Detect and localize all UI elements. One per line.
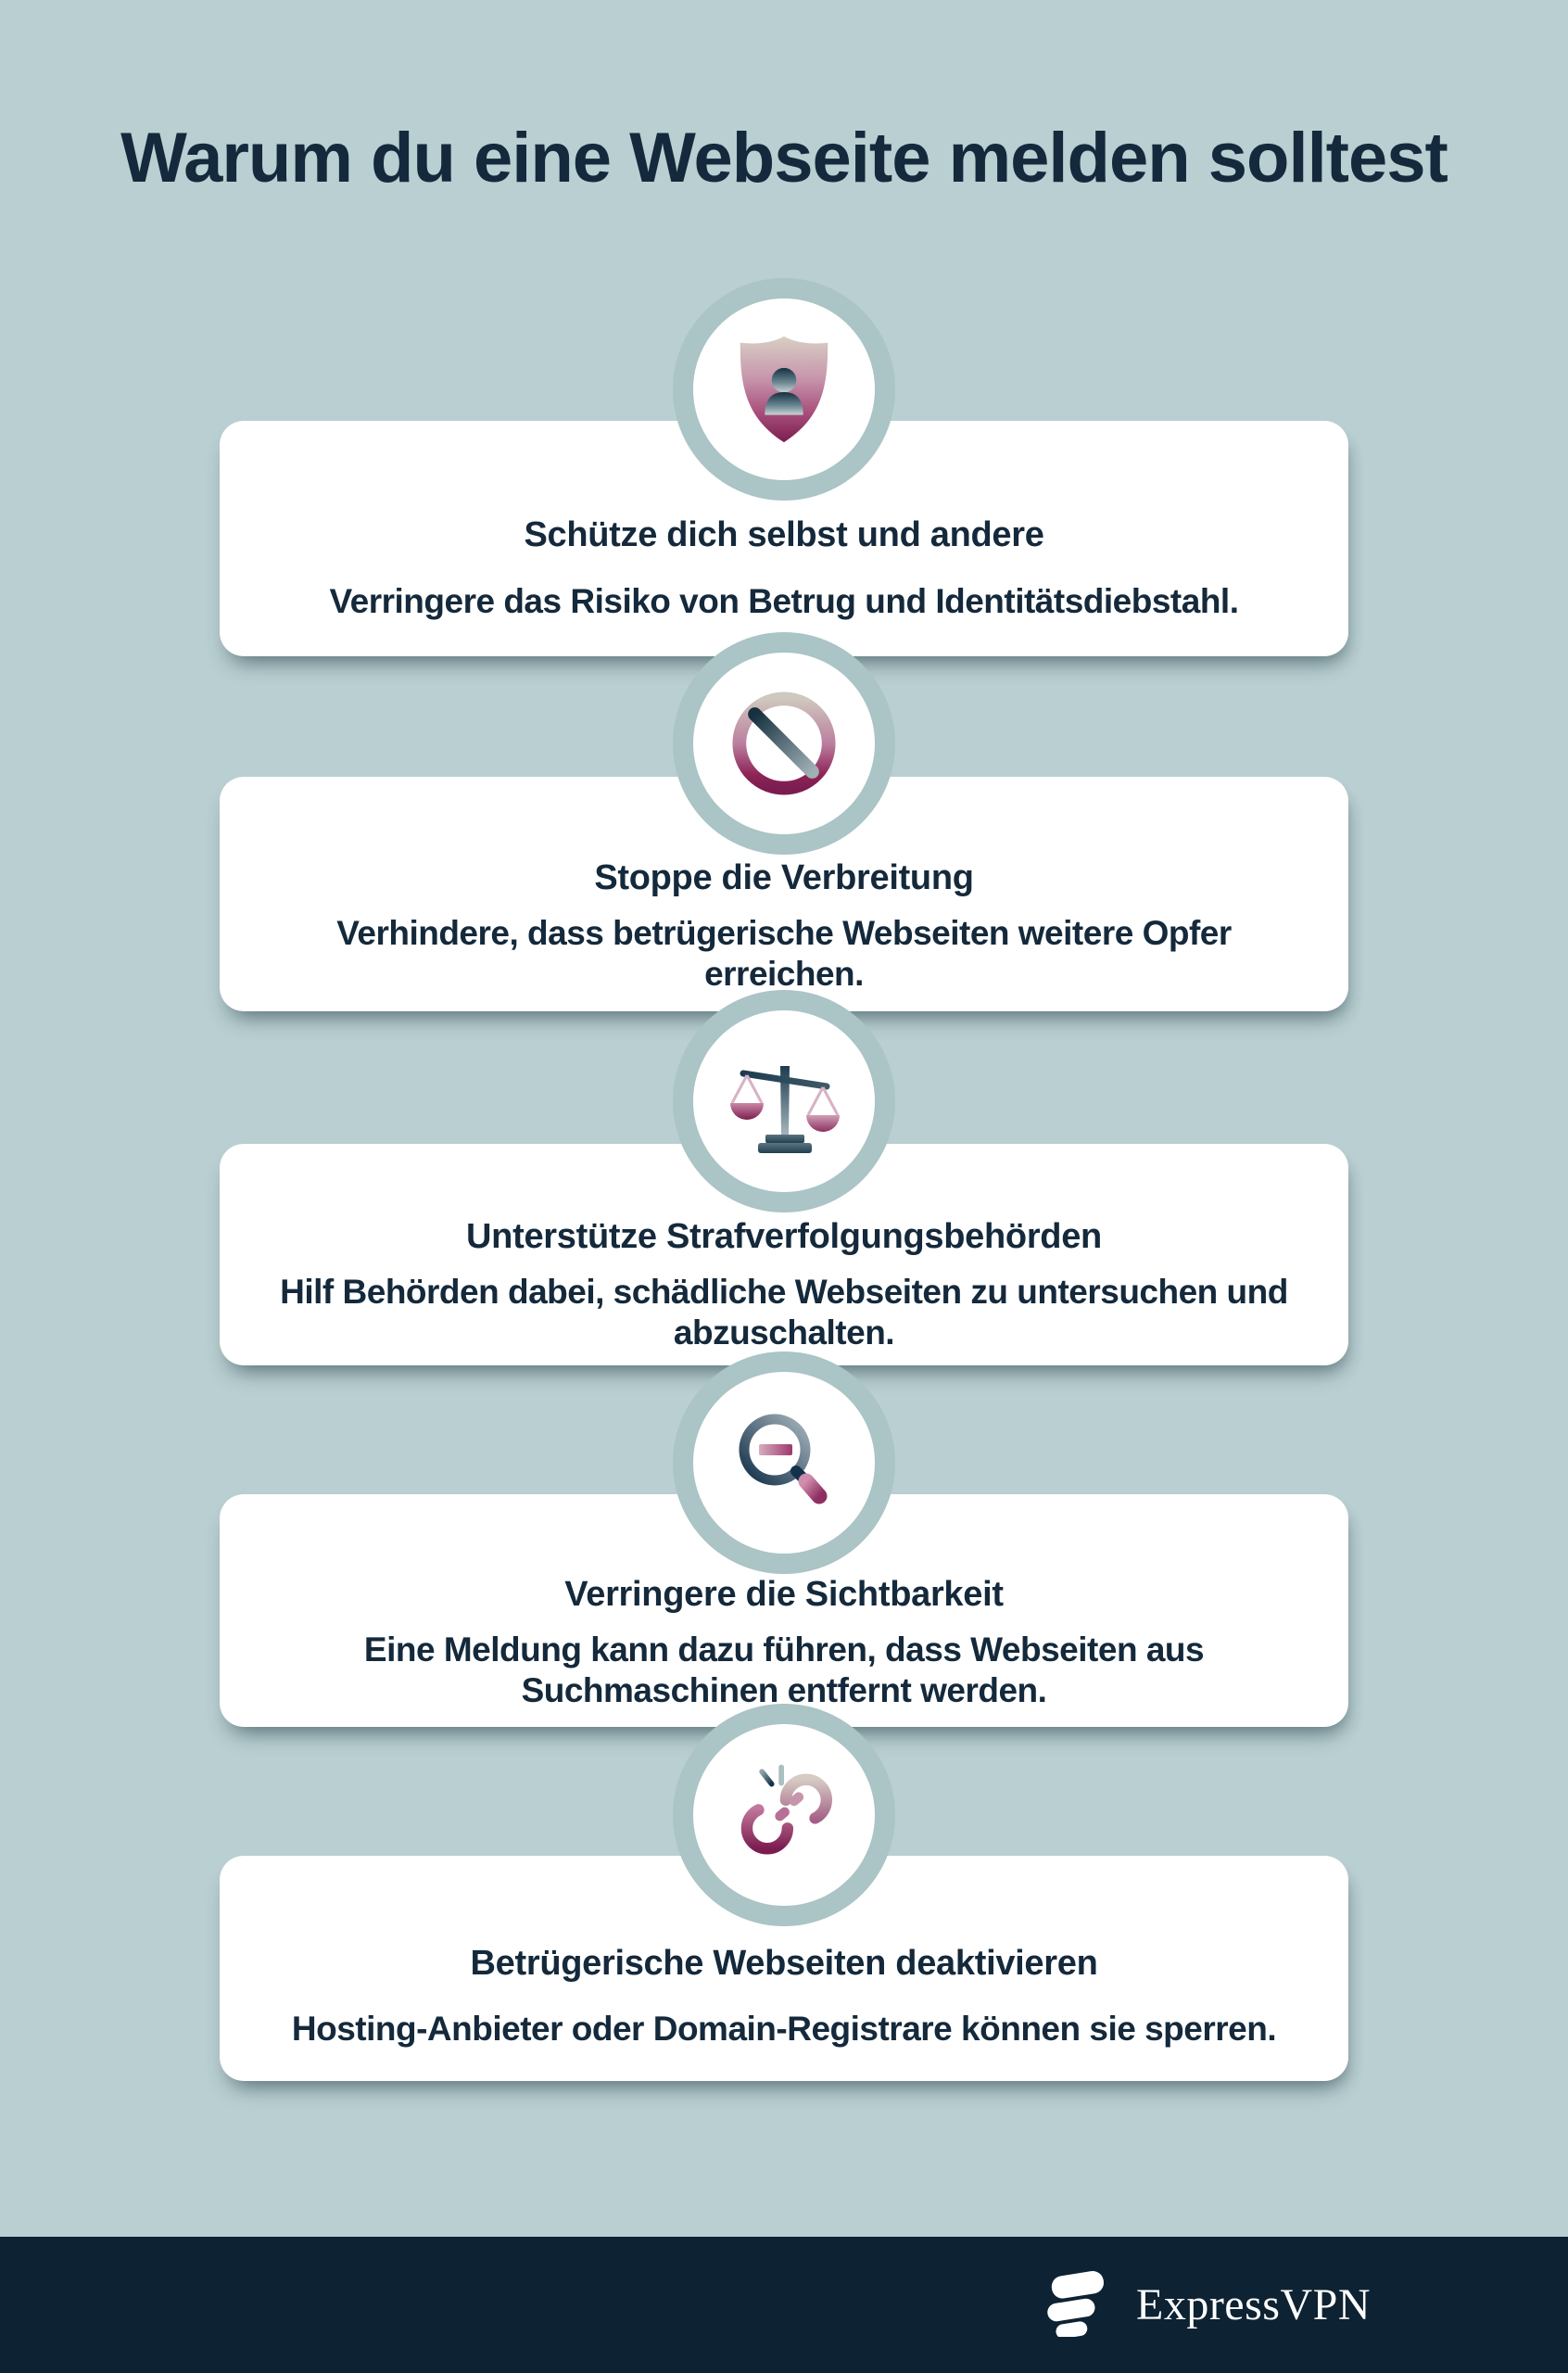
shield-person-icon [693,298,875,480]
card-reduce-visibility: Verringere die Sichtbarkeit Eine Meldung… [220,1494,1348,1727]
card-subtitle: Eine Meldung kann dazu führen, dass Webs… [363,1630,1205,1710]
prohibition-icon [693,653,875,834]
card-title: Stoppe die Verbreitung [594,858,974,898]
card-subtitle: Verhindere, dass betrügerische Webseiten… [336,913,1232,994]
card-subtitle: Verringere das Risiko von Betrug und Ide… [329,581,1239,620]
expressvpn-logomark-icon [1040,2268,1116,2341]
card-title: Schütze dich selbst und andere [524,515,1044,554]
card-subtitle: Hosting-Anbieter oder Domain-Registrare … [291,2010,1277,2049]
card-title: Betrügerische Webseiten deaktivieren [470,1943,1098,1983]
magnifier-minus-icon [693,1372,875,1554]
card-title: Verringere die Sichtbarkeit [564,1575,1004,1615]
card-title: Unterstütze Strafverfolgungsbehörden [466,1217,1102,1257]
expressvpn-logo: ExpressVPN [1040,2237,1371,2373]
page-title: Warum du eine Webseite melden solltest [120,118,1448,197]
broken-link-icon [693,1724,875,1906]
expressvpn-wordmark: ExpressVPN [1136,2280,1371,2329]
card-subtitle: Hilf Behörden dabei, schädliche Webseite… [280,1272,1288,1352]
scales-of-justice-icon [693,1010,875,1192]
card-support-law-enforcement: Unterstütze Strafverfolgungsbehörden Hil… [220,1144,1348,1365]
footer-bar: ExpressVPN [0,2237,1568,2373]
